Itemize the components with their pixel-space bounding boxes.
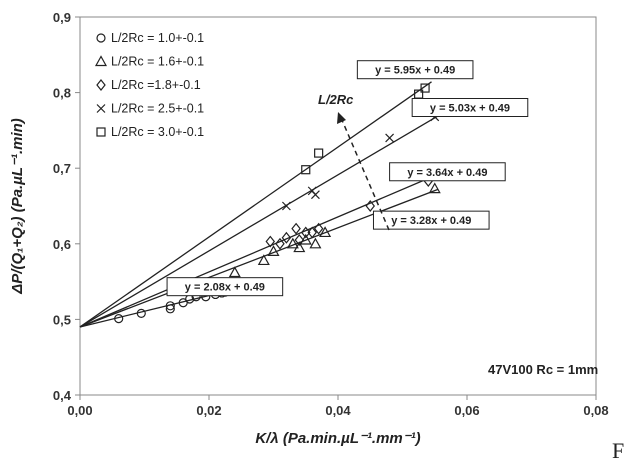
equation-box (166, 277, 284, 297)
marker-diamond (307, 226, 317, 239)
marker-square (314, 148, 324, 158)
fit-line (79, 188, 439, 328)
y-tick-label: 0,7 (53, 161, 71, 176)
legend-entry: L/2Rc = 3.0+-0.1 (111, 125, 204, 139)
marker-diamond (313, 222, 324, 235)
y-tick-label: 0,4 (53, 388, 72, 403)
marker-square (420, 83, 430, 93)
marker-diamond (281, 231, 292, 244)
condition-annotation: 47V100 Rc = 1mm (488, 362, 598, 377)
legend-entry: L/2Rc = 1.0+-0.1 (111, 31, 204, 45)
marker-cross (96, 104, 106, 113)
equation-label: y = 5.95x + 0.49 (375, 65, 455, 77)
x-axis-ticks: 0,00 0,02 0,04 0,06 0,08 (67, 395, 609, 418)
marker-cross (281, 201, 291, 211)
marker-square (96, 127, 106, 137)
fit-equations: y = 2.08x + 0.49 y = 3.28x + 0.49 y = 3.64… (166, 60, 529, 297)
trailing-letter: F (612, 438, 625, 463)
marker-circle (136, 308, 146, 318)
marker-cross (385, 133, 395, 143)
marker-circle (96, 33, 106, 43)
marker-circle (165, 301, 175, 311)
equation-label: y = 3.64x + 0.49 (407, 167, 487, 179)
y-tick-label: 0,5 (53, 312, 71, 327)
marker-diamond (265, 235, 276, 248)
legend: L/2Rc = 1.0+-0.1 L/2Rc = 1.6+-0.1 L/2Rc =1… (94, 31, 204, 139)
y-tick-label: 0,9 (53, 10, 71, 25)
y-axis-ticks: 0,4 0,5 0,6 0,7 0,8 0,9 (53, 10, 80, 403)
equation-label: y = 3.28x + 0.49 (391, 215, 471, 227)
marker-triangle (286, 237, 299, 249)
marker-triangle (94, 55, 108, 67)
marker-triangle (293, 241, 306, 253)
x-tick-label: 0,06 (454, 403, 479, 418)
fit-line (79, 115, 439, 328)
equation-box (389, 162, 506, 182)
x-tick-label: 0,00 (67, 403, 92, 418)
marker-diamond (300, 226, 311, 239)
marker-circle (165, 304, 175, 314)
legend-entry: L/2Rc = 2.5+-0.1 (111, 102, 204, 116)
plot-frame (79, 16, 597, 396)
fit-line (79, 81, 432, 328)
equation-box (356, 60, 474, 80)
marker-diamond (275, 237, 285, 250)
equation-label: y = 2.08x + 0.49 (185, 282, 265, 294)
y-tick-label: 0,8 (53, 86, 71, 101)
marker-diamond (294, 234, 305, 246)
marker-triangle (319, 226, 332, 238)
x-tick-label: 0,04 (325, 403, 351, 418)
fit-line (79, 173, 439, 328)
y-axis-label: ΔP/(Q₁+Q₂) (Pa.µL⁻¹.min) (9, 118, 26, 295)
marker-triangle (228, 266, 241, 278)
data-markers (114, 83, 441, 324)
x-tick-label: 0,08 (583, 403, 608, 418)
x-tick-label: 0,02 (196, 403, 221, 418)
equation-box (411, 98, 529, 117)
marker-triangle (267, 245, 280, 256)
trend-arrow (341, 119, 390, 231)
marker-diamond (96, 79, 106, 91)
equation-label: y = 5.03x + 0.49 (430, 103, 510, 115)
legend-entry: L/2Rc =1.8+-0.1 (111, 78, 201, 92)
marker-square (301, 165, 311, 175)
marker-triangle (257, 254, 270, 266)
marker-circle (114, 314, 124, 324)
marker-diamond (291, 222, 301, 235)
trend-arrowhead (337, 112, 346, 124)
marker-diamond (365, 200, 376, 212)
marker-triangle (309, 237, 322, 249)
y-tick-label: 0,6 (53, 237, 71, 252)
equation-box (372, 210, 490, 230)
arrow-label: L/2Rc (318, 92, 354, 107)
marker-triangle (428, 182, 441, 194)
x-axis-label: K/λ (Pa.min.µL⁻¹.mm⁻¹) (255, 430, 420, 447)
legend-entry: L/2Rc = 1.6+-0.1 (111, 55, 204, 69)
marker-cross (311, 190, 320, 200)
